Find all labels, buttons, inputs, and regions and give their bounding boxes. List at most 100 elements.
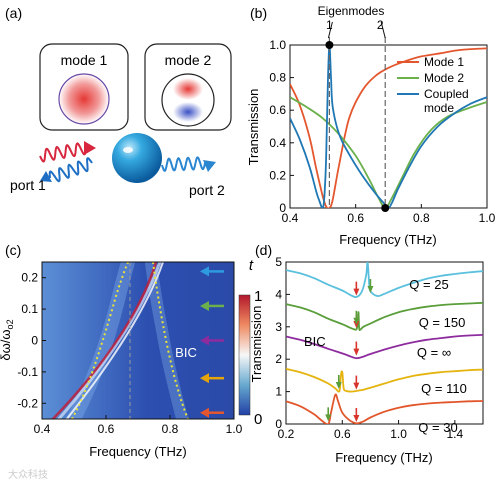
y-tick-label: 3 bbox=[275, 320, 282, 334]
x-tick-label: 0.2 bbox=[278, 427, 295, 441]
y-tick-label: 0 bbox=[275, 417, 282, 431]
label-q150: Q = 150 bbox=[419, 315, 466, 330]
legend-entry: Coupled bbox=[424, 87, 469, 101]
y-tick-label: 0.2 bbox=[21, 271, 38, 285]
heatmap-bic-label: BIC bbox=[175, 345, 197, 360]
resonator-sphere-icon bbox=[112, 133, 162, 183]
y-tick-label: -0.2 bbox=[17, 396, 38, 410]
panel-b-ticks: 0.4 0.6 0.8 1.0 0 0.2 0.4 0.6 0.8 1.0 bbox=[269, 38, 495, 225]
y-tick-label: 1 bbox=[275, 385, 282, 399]
series-line-q150 bbox=[286, 301, 483, 331]
port2-label: port 2 bbox=[189, 182, 225, 198]
series-line-q30 bbox=[286, 393, 483, 424]
sphere-highlight bbox=[123, 147, 133, 153]
y-tick-label: 0 bbox=[279, 201, 286, 215]
panel-b: (b) 0.4 0.6 0.8 1.0 0 0.2 0.4 0.6 0.8 1.0 Eigenmo… bbox=[246, 4, 496, 247]
panel-b-series bbox=[290, 45, 487, 208]
y-tick-label: 0 bbox=[31, 334, 38, 348]
heatmap-arrowhead-icon bbox=[200, 335, 209, 346]
x-tick-label: 0.4 bbox=[282, 211, 299, 225]
red-arrow-head-icon bbox=[353, 382, 360, 390]
panel-d-bic-label: BIC bbox=[304, 334, 326, 349]
red-arrow-head-icon bbox=[353, 288, 360, 296]
series-line-q25 bbox=[286, 262, 483, 298]
heatmap-arrowhead-icon bbox=[200, 300, 209, 311]
eigenmode1-dashed-curve bbox=[71, 261, 129, 420]
series-line-mode2 bbox=[290, 96, 487, 208]
watermark: 大众科技 bbox=[8, 468, 48, 481]
y-tick-label: 0.6 bbox=[269, 103, 286, 117]
x-tick-label: 0.8 bbox=[413, 211, 430, 225]
y-tick-label: 0.2 bbox=[269, 168, 286, 182]
panel-c-ylabel: δω/ωo2 bbox=[0, 319, 15, 360]
colorbar-title: t bbox=[249, 257, 254, 274]
x-tick-label: 1.4 bbox=[447, 427, 464, 441]
series-line-q110 bbox=[286, 368, 483, 393]
mode2-label: mode 2 bbox=[165, 52, 212, 68]
port1-label: port 1 bbox=[10, 177, 46, 193]
green-arrow-head-icon bbox=[335, 381, 342, 389]
mode2-positive-lobe bbox=[173, 78, 203, 100]
label-q25: Q = 25 bbox=[409, 277, 448, 292]
panel-d-ticks: 0.2 0.6 1.0 1.4 0 1 2 3 4 5 bbox=[275, 255, 463, 441]
panel-d-series bbox=[286, 262, 483, 424]
y-tick-label: 5 bbox=[275, 255, 282, 269]
mode1-field-icon bbox=[58, 73, 110, 125]
eigen-pointer-1 bbox=[327, 21, 333, 39]
panel-c-ticks: 0.4 0.6 0.8 1.0 -0.2 -0.1 0 0.1 0.2 bbox=[17, 271, 242, 436]
heatmap-bright-ridge bbox=[56, 262, 162, 419]
panel-d-letter: (d) bbox=[255, 242, 272, 258]
green-arrow-head-icon bbox=[325, 414, 332, 422]
heatmap-arrowhead-icon bbox=[200, 266, 209, 277]
x-tick-label: 0.4 bbox=[34, 422, 51, 436]
marker-dot-1 bbox=[325, 41, 334, 49]
legend-entry: Mode 2 bbox=[424, 71, 464, 85]
incoming-arrowhead-icon bbox=[84, 141, 96, 155]
x-tick-label: 1.0 bbox=[479, 211, 496, 225]
green-arrow-head-icon bbox=[353, 317, 360, 325]
x-tick-label: 0.6 bbox=[98, 422, 115, 436]
y-tick-label: 2 bbox=[275, 352, 282, 366]
x-tick-label: 0.8 bbox=[162, 422, 179, 436]
reflected-wave-icon bbox=[48, 157, 93, 183]
eigenmode2-dashed-curve bbox=[152, 261, 189, 420]
y-tick-label: 0.4 bbox=[269, 136, 286, 150]
colorbar bbox=[238, 294, 251, 416]
panel-b-ylabel: Transmission bbox=[246, 89, 261, 166]
mode2-negative-lobe bbox=[173, 102, 203, 122]
x-tick-label: 0.6 bbox=[334, 427, 351, 441]
series-line-coupled bbox=[290, 45, 487, 208]
y-tick-label: 0.8 bbox=[269, 71, 286, 85]
panel-c: (c) BIC 0.4 0.6 0.8 1.0-0.2-0.100.10.2 t 1 … bbox=[0, 242, 262, 481]
transmitted-wave-icon bbox=[161, 156, 206, 172]
colorbar-max-label: 1 bbox=[254, 288, 262, 305]
red-arrow-head-icon bbox=[353, 348, 360, 356]
eigen-pointer-2 bbox=[380, 21, 386, 39]
panel-c-letter: (c) bbox=[5, 242, 21, 258]
x-tick-label: 1.0 bbox=[390, 427, 407, 441]
marker-dot-2 bbox=[381, 204, 390, 212]
panel-d-xlabel: Frequency (THz) bbox=[335, 450, 433, 465]
panel-a: (a) mode 1 mode 2 port 1 port 2 bbox=[5, 5, 232, 198]
heatmap-arrows bbox=[200, 266, 224, 418]
mode1-label: mode 1 bbox=[61, 52, 108, 68]
panel-b-letter: (b) bbox=[250, 5, 267, 21]
colorbar-min-label: 0 bbox=[254, 411, 262, 428]
heatmap-arrowhead-icon bbox=[200, 373, 209, 384]
reflected-arrowhead-icon bbox=[40, 171, 52, 182]
legend-entry: Mode 1 bbox=[424, 55, 464, 69]
incoming-wave-icon bbox=[39, 142, 87, 163]
y-tick-label: 0.1 bbox=[21, 302, 38, 316]
green-arrow-head-icon bbox=[367, 286, 374, 294]
panel-b-xlabel: Frequency (THz) bbox=[339, 232, 437, 247]
label-q30: Q = 30 bbox=[418, 420, 457, 435]
label-qinf: Q = ∞ bbox=[417, 345, 451, 360]
heatmap-features bbox=[51, 262, 189, 419]
series-line-qinf bbox=[286, 334, 483, 360]
x-tick-label: 1.0 bbox=[226, 422, 243, 436]
eigen-label-2: 2 bbox=[377, 18, 384, 32]
panel-d-arrows bbox=[325, 279, 374, 422]
